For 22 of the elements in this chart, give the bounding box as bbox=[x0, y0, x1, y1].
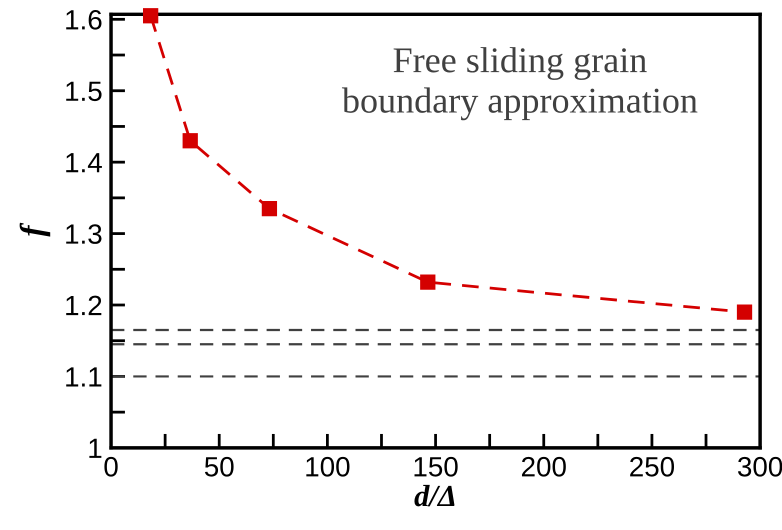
x-tick-label: 100 bbox=[306, 456, 350, 477]
y-tick-label: 1.4 bbox=[66, 153, 102, 172]
x-tick-label: 150 bbox=[414, 456, 458, 477]
y-tick-label: 1.5 bbox=[66, 82, 102, 102]
point bbox=[736, 304, 752, 320]
y-tick-label: 1 bbox=[89, 438, 102, 458]
x-tick-label: 0 bbox=[104, 456, 118, 477]
x-tick-label: 200 bbox=[522, 456, 566, 477]
y-tick-label: 1.1 bbox=[66, 367, 102, 386]
annotation: Free sliding grain boundary approximation bbox=[342, 47, 698, 120]
y-tick-label: 1.2 bbox=[66, 296, 102, 316]
x-tick-label: 300 bbox=[738, 456, 782, 477]
y-tick-label: 1.3 bbox=[66, 224, 102, 244]
point bbox=[142, 8, 158, 24]
x-tick-label: 250 bbox=[630, 456, 674, 477]
point bbox=[262, 200, 278, 216]
x-axis-title: d/Δ bbox=[414, 484, 454, 506]
y-axis-title: f bbox=[20, 222, 50, 237]
x-tick-label: 50 bbox=[204, 456, 234, 477]
point bbox=[182, 133, 198, 148]
point bbox=[420, 274, 436, 290]
y-tick-label: 1.6 bbox=[66, 10, 102, 30]
